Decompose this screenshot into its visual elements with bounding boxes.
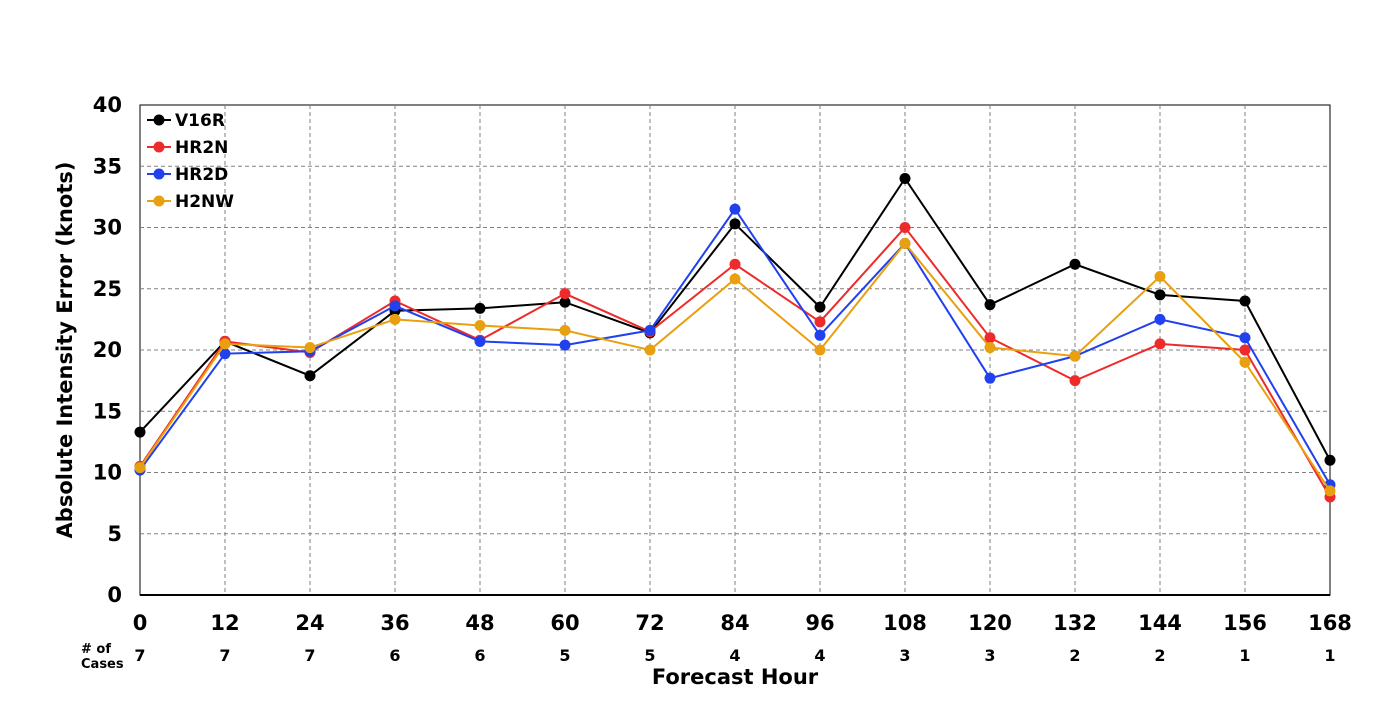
data-point-h2nw [474,320,486,331]
y-tick-label: 5 [107,522,122,546]
x-tick-label: 144 [1138,611,1182,635]
data-point-v16r [1154,289,1166,301]
data-point-hr2n [559,288,571,300]
case-count-label: 5 [559,646,570,665]
data-point-hr2n [729,258,741,270]
data-point-v16r [1324,454,1336,466]
data-point-v16r [899,173,911,184]
data-point-h2nw [814,344,826,356]
y-tick-label: 20 [93,338,122,362]
data-point-hr2n [899,222,911,233]
case-count-label: 7 [304,646,315,665]
y-tick-label: 25 [93,277,122,301]
case-count-label: 5 [644,646,655,665]
data-point-h2nw [899,237,911,249]
data-point-hr2d [219,348,231,360]
data-point-hr2d [1154,313,1166,325]
case-count-label: 3 [984,646,995,665]
case-count-label: 7 [134,646,145,665]
x-tick-label: 60 [550,611,579,635]
case-count-label: 3 [899,646,910,665]
y-axis-title: Absolute Intensity Error (knots) [53,162,77,539]
legend-label: HR2N [175,138,228,158]
legend-label: H2NW [175,192,234,212]
data-point-v16r [474,302,486,314]
y-tick-label: 10 [93,461,122,485]
data-point-hr2n [1154,338,1166,350]
cases-header-label: # of Cases [81,642,124,672]
data-point-h2nw [389,313,401,325]
case-count-label: 1 [1239,646,1250,665]
data-point-hr2d [1239,332,1251,344]
y-tick-label: 35 [93,154,122,178]
x-tick-label: 96 [805,611,834,635]
x-tick-label: 156 [1223,611,1267,635]
data-point-h2nw [134,462,146,474]
data-point-h2nw [729,273,741,285]
case-count-label: 6 [474,646,485,665]
x-tick-label: 48 [465,611,494,635]
case-count-label: 4 [814,646,825,665]
case-count-label: 2 [1154,646,1165,665]
case-count-label: 7 [219,646,230,665]
data-point-v16r [1069,258,1081,270]
data-point-hr2n [1239,344,1251,356]
data-point-hr2d [984,372,996,384]
data-point-hr2d [729,203,741,215]
x-tick-label: 36 [380,611,409,635]
x-tick-label: 84 [720,611,749,635]
data-point-hr2d [644,324,656,336]
data-point-v16r [559,296,571,308]
data-point-hr2d [389,300,401,312]
data-point-h2nw [1069,350,1081,362]
data-point-h2nw [304,342,316,354]
legend-label: HR2D [175,165,228,185]
legend-label: V16R [175,111,225,131]
legend-swatch-marker [153,168,165,180]
data-point-v16r [984,299,996,311]
x-tick-label: 108 [883,611,927,635]
x-tick-label: 0 [133,611,148,635]
case-count-label: 6 [389,646,400,665]
data-point-h2nw [1239,356,1251,368]
legend-swatch-marker [153,141,165,153]
data-point-h2nw [1154,271,1166,282]
data-point-hr2n [984,332,996,344]
x-tick-label: 132 [1053,611,1097,635]
y-tick-label: 40 [93,93,122,117]
data-point-v16r [814,301,826,313]
data-point-hr2d [474,335,486,347]
y-tick-label: 30 [93,216,122,240]
case-count-label: 1 [1324,646,1335,665]
case-count-label: 2 [1069,646,1080,665]
data-point-h2nw [219,338,231,350]
x-axis-title: Forecast Hour [652,665,819,689]
data-point-v16r [1239,295,1251,307]
data-point-h2nw [644,344,656,356]
x-tick-label: 24 [295,611,324,635]
data-point-v16r [134,426,146,438]
case-count-label: 4 [729,646,740,665]
legend-swatch-marker [153,195,165,207]
data-point-hr2d [814,329,826,341]
data-point-h2nw [559,324,571,336]
data-point-hr2n [814,316,826,328]
x-tick-label: 120 [968,611,1012,635]
data-point-hr2d [559,339,571,351]
data-point-h2nw [984,342,996,354]
data-point-v16r [729,218,741,230]
y-tick-label: 15 [93,399,122,423]
data-point-v16r [304,370,316,382]
x-tick-label: 12 [210,611,239,635]
data-point-h2nw [1324,485,1336,497]
x-tick-label: 168 [1308,611,1352,635]
legend-swatch-marker [153,114,165,126]
data-point-hr2n [1069,375,1081,387]
y-tick-label: 0 [107,583,122,607]
x-tick-label: 72 [635,611,664,635]
